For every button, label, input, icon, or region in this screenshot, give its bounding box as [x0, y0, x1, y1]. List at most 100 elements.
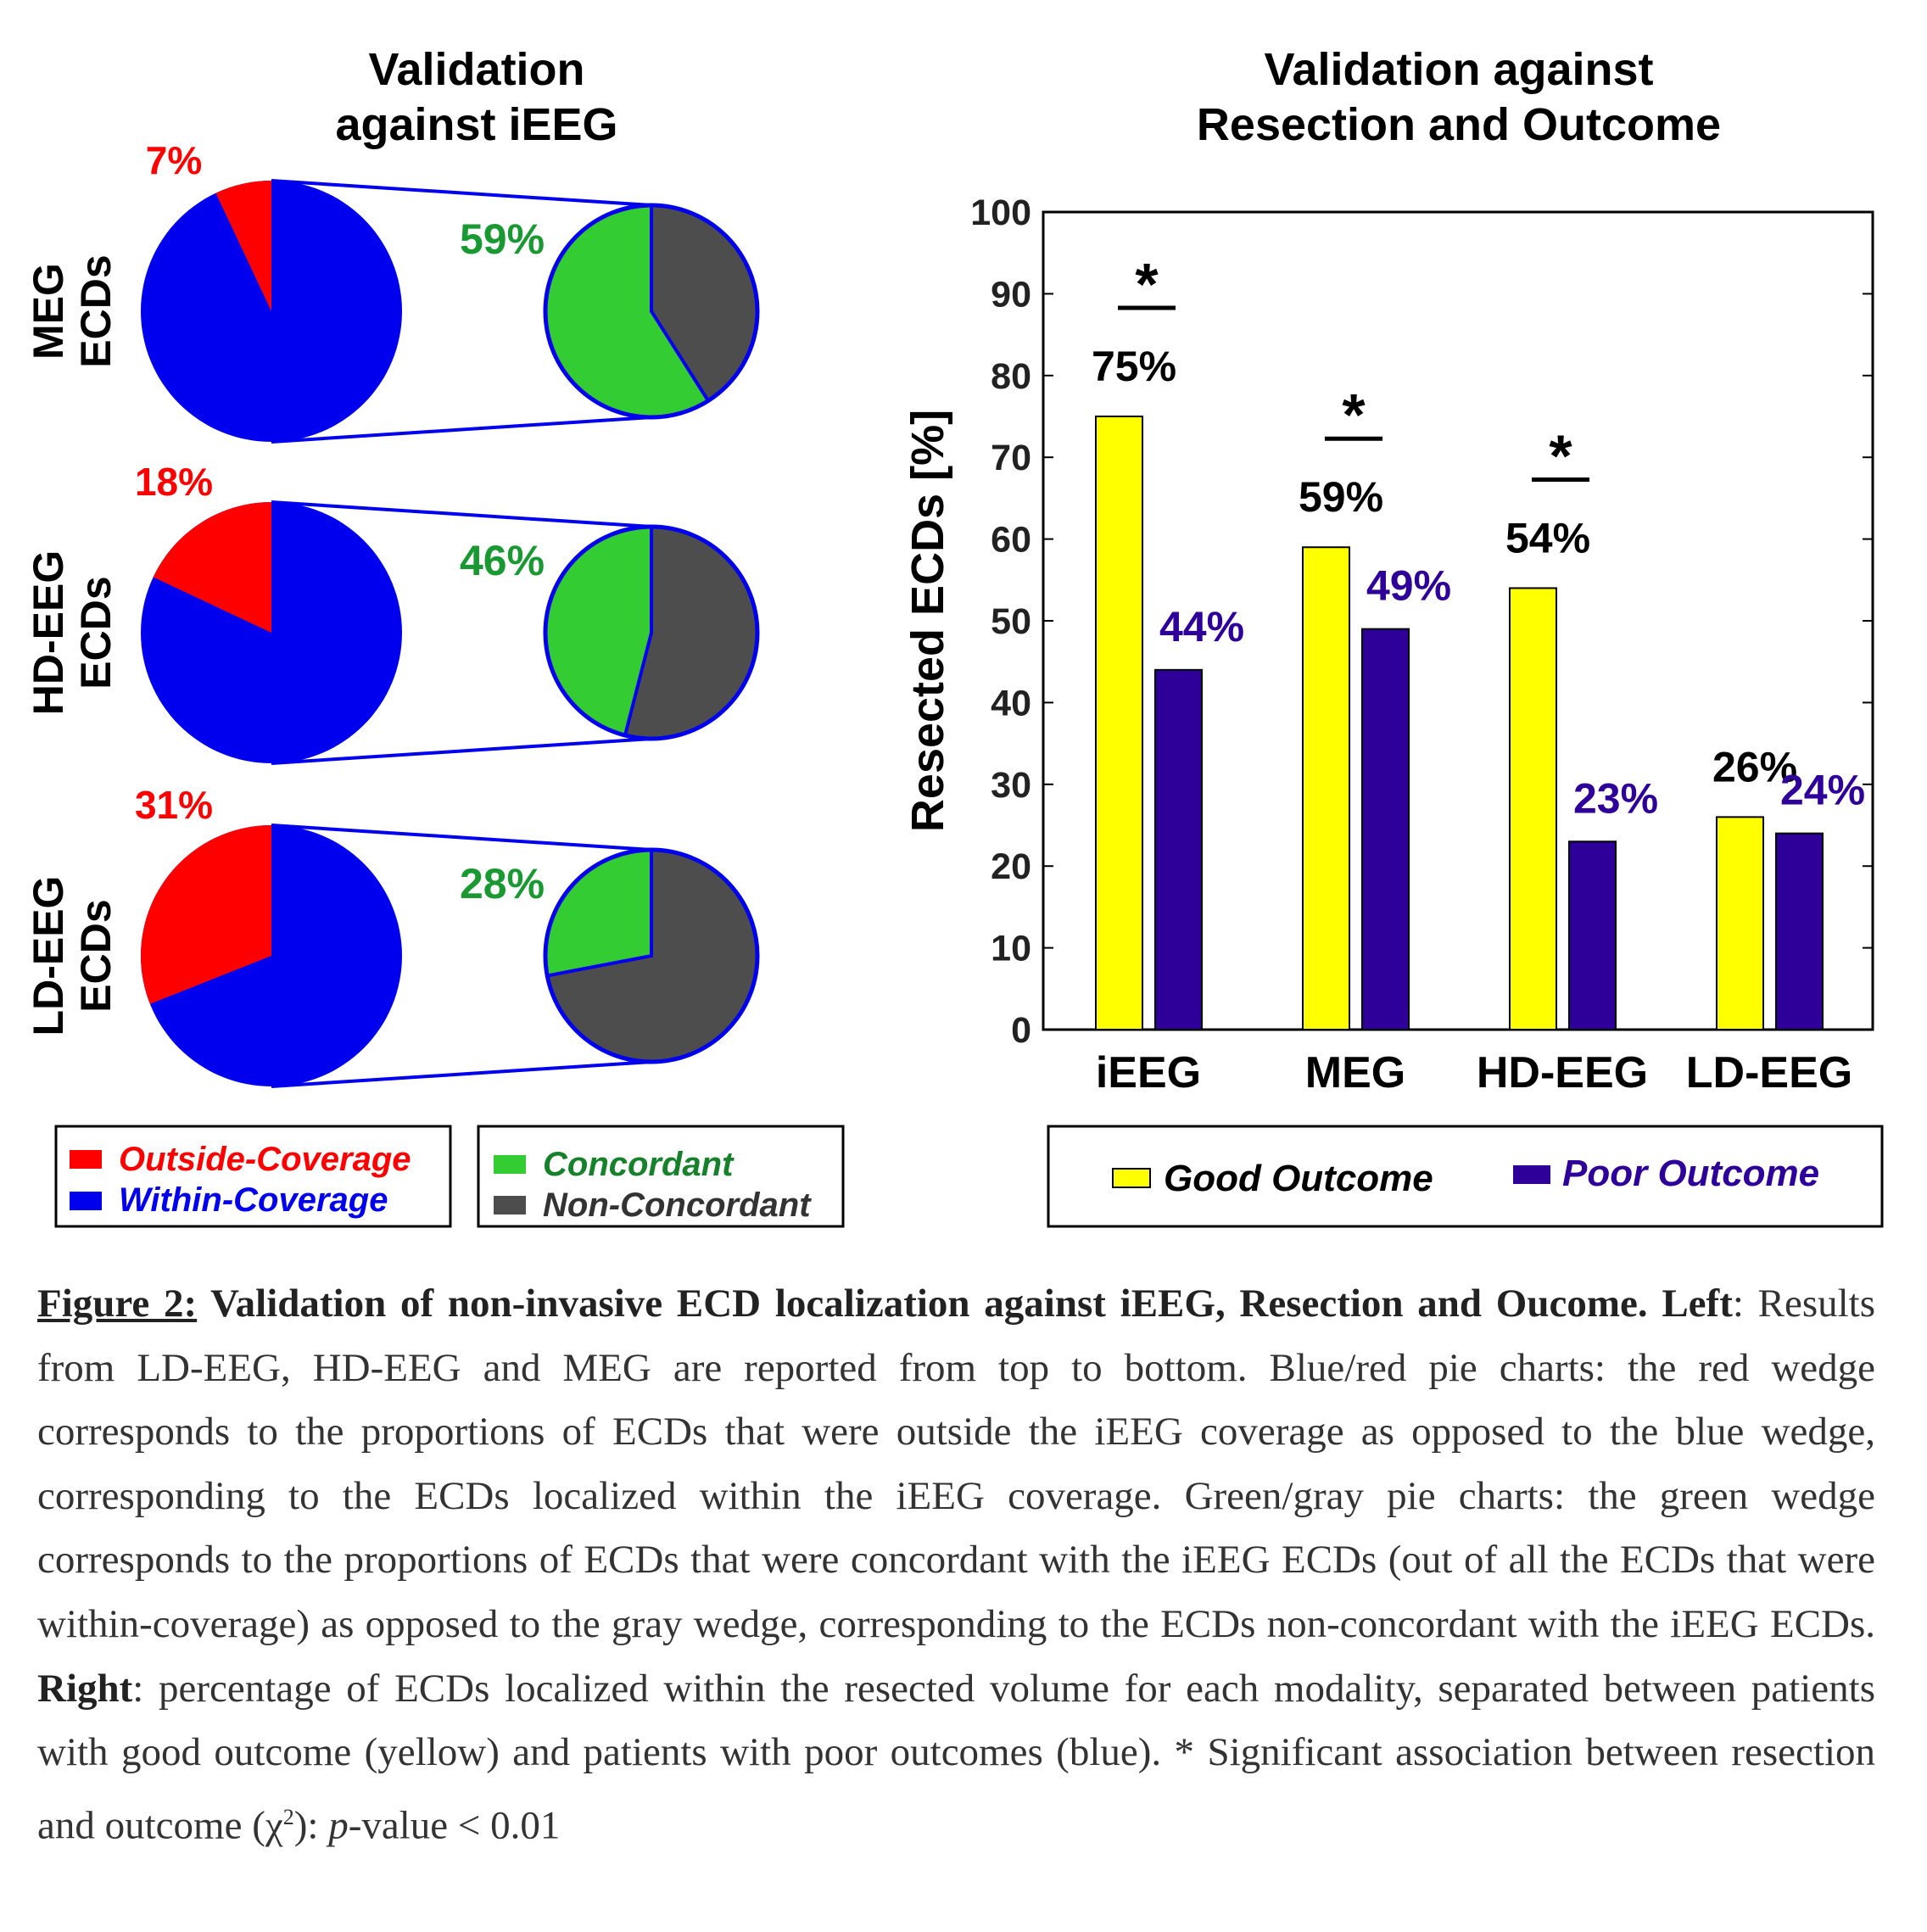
legend-concordance-box: [477, 1125, 845, 1228]
significance-asterisk: *: [1135, 251, 1159, 317]
bar-good-outcome: [1302, 546, 1350, 1030]
connector-line-top: [271, 500, 652, 528]
row-label-line1: LD-EEG: [25, 876, 72, 1036]
significance-asterisk: *: [1342, 382, 1366, 448]
bar-poor-outcome: [1154, 668, 1203, 1031]
y-axis-label: Resected ECDs [%]: [902, 410, 953, 832]
caption-title: Validation of non-invasive ECD localizat…: [197, 1281, 1648, 1326]
pie-outline: [543, 524, 760, 741]
caption-chi-exponent: 2: [282, 1804, 294, 1829]
legend-label-outside: Outside-Coverage: [119, 1141, 411, 1178]
data-label-good: 26%: [1712, 743, 1797, 790]
caption-left-text: : Results from LD-EEG, HD-EEG and MEG ar…: [37, 1281, 1876, 1646]
x-tick-label: LD-EEG: [1686, 1048, 1852, 1097]
legend-swatch-outside: [70, 1150, 102, 1169]
row-label-line2: ECDs: [72, 576, 120, 689]
caption-figure-label: Figure 2:: [37, 1281, 198, 1326]
connector-line-bottom: [271, 1060, 652, 1088]
legend-label-good: Good Outcome: [1164, 1158, 1433, 1199]
bar-good-outcome: [1509, 587, 1557, 1030]
connector-line-top: [271, 179, 652, 207]
data-label-poor: 24%: [1780, 767, 1865, 814]
row-label-line2: ECDs: [72, 254, 120, 367]
connector-line-top: [271, 824, 652, 852]
y-axis-label-group: Resected ECDs [%]: [902, 410, 953, 832]
left-title-line1: Validation: [368, 44, 584, 95]
right-title-line1: Validation against: [1264, 44, 1653, 95]
legend-swatch-non-concordant: [494, 1196, 526, 1214]
y-tick-label: 90: [991, 274, 1031, 315]
pie-outside-coverage-slice: [141, 825, 271, 1004]
y-tick-label: 70: [991, 438, 1031, 478]
pie-concordant-slice: [544, 847, 653, 978]
figure: Validation against iEEG Validation again…: [25, 44, 1884, 1228]
y-tick-label: 20: [991, 846, 1031, 887]
row-label: LD-EEG ECDs: [25, 876, 120, 1036]
significance-asterisk: *: [1549, 422, 1572, 489]
legend-swatch-concordant: [494, 1155, 526, 1174]
concordant-label: 46%: [460, 537, 545, 584]
legend-label-poor: Poor Outcome: [1562, 1153, 1819, 1194]
caption-right-text: : percentage of ECDs localized within th…: [37, 1666, 1875, 1848]
row-label-line2: ECDs: [72, 899, 120, 1012]
legend-swatch-poor: [1513, 1165, 1550, 1184]
pie-outline: [543, 847, 760, 1064]
bar-good-outcome: [1716, 816, 1764, 1030]
outside-coverage-label: 7%: [146, 138, 202, 182]
caption-chi: χ: [265, 1803, 283, 1848]
y-tick-label: 30: [991, 765, 1031, 806]
pie-row: HD-EEG ECDs 18% 46%: [25, 460, 760, 765]
legend-swatch-good: [1112, 1168, 1151, 1188]
x-tick-label: HD-EEG: [1477, 1048, 1648, 1097]
caption-p: p: [328, 1803, 349, 1848]
data-label-good: 54%: [1505, 514, 1590, 561]
connector-line-bottom: [271, 737, 652, 765]
data-label-poor: 49%: [1366, 562, 1451, 610]
caption-right-label: Right: [37, 1666, 133, 1711]
figure-caption: Figure 2: Validation of non-invasive ECD…: [37, 1272, 1875, 1858]
y-tick-label: 0: [1011, 1010, 1031, 1051]
x-tick-label: MEG: [1305, 1048, 1405, 1097]
legend-label-concordant: Concordant: [543, 1146, 734, 1183]
bar-chart: 0 10 20 30 40 50 60 70 80 90 100 Resected ECDs [%] i…: [902, 193, 1884, 1228]
row-label: MEG ECDs: [25, 254, 120, 367]
concordant-label: 28%: [460, 860, 545, 907]
y-tick-label: 10: [991, 929, 1031, 969]
data-label-good: 59%: [1299, 473, 1383, 521]
bar-poor-outcome: [1361, 628, 1410, 1030]
y-tick-label: 50: [991, 601, 1031, 642]
caption-end-a: ):: [293, 1803, 329, 1848]
row-label-line1: HD-EEG: [25, 550, 72, 715]
data-label-good: 75%: [1092, 343, 1176, 390]
caption-left-label: Left: [1662, 1281, 1733, 1326]
outside-coverage-label: 18%: [135, 460, 213, 504]
data-label-poor: 44%: [1159, 603, 1244, 651]
row-label-line1: MEG: [25, 263, 72, 360]
legend-label-non-concordant: Non-Concordant: [543, 1187, 812, 1224]
bar-poor-outcome: [1775, 832, 1824, 1031]
bar-legend-box: [1047, 1125, 1884, 1228]
legend-swatch-within: [70, 1192, 102, 1210]
pie-row: LD-EEG ECDs 31% 28%: [25, 783, 760, 1088]
y-tick-label: 60: [991, 520, 1031, 561]
concordant-label: 59%: [460, 215, 545, 263]
pie-outside-coverage-slice: [153, 502, 271, 633]
bar-poor-outcome: [1568, 840, 1617, 1031]
legend-label-within: Within-Coverage: [119, 1181, 388, 1219]
pie-outline: [543, 203, 760, 420]
legend-coverage-box: [54, 1125, 452, 1228]
y-tick-label: 80: [991, 356, 1031, 397]
pie-row: MEG ECDs 7% 59%: [25, 138, 760, 444]
bar-good-outcome: [1095, 416, 1143, 1030]
y-tick-label: 100: [970, 193, 1031, 233]
outside-coverage-label: 31%: [135, 783, 213, 827]
data-label-poor: 23%: [1573, 774, 1658, 822]
pie-outside-coverage-slice: [215, 181, 271, 311]
row-label: HD-EEG ECDs: [25, 550, 120, 715]
right-title-line2: Resection and Outcome: [1197, 99, 1721, 150]
left-title-line2: against iEEG: [335, 99, 617, 150]
connector-line-bottom: [271, 416, 652, 444]
caption-end-b: -value < 0.01: [348, 1803, 561, 1848]
